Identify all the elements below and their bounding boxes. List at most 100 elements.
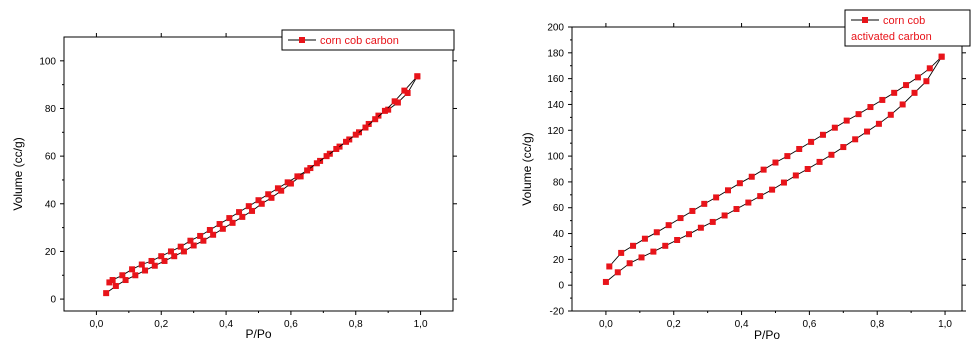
- adsorption-point: [219, 225, 226, 232]
- x-tick-label: 1,0: [414, 319, 428, 330]
- y-tick-label: 100: [547, 152, 564, 163]
- x-tick-label: 0,2: [667, 319, 681, 330]
- y-tick-label: 0: [50, 295, 56, 306]
- adsorption-point: [769, 186, 776, 193]
- y-axis-title: Volume (cc/g): [520, 132, 534, 205]
- x-tick-label: 0,8: [870, 319, 884, 330]
- desorption-point: [226, 215, 233, 222]
- adsorption-point: [132, 272, 139, 279]
- y-tick-label: 80: [45, 104, 57, 115]
- x-tick-label: 0,8: [349, 319, 363, 330]
- legend-label: corn cob carbon: [320, 35, 399, 47]
- desorption-point: [343, 138, 350, 145]
- adsorption-point: [385, 106, 392, 113]
- adsorption-point: [626, 260, 633, 267]
- adsorption-point: [112, 282, 119, 289]
- adsorption-point: [365, 120, 372, 127]
- adsorption-point: [297, 173, 304, 180]
- x-tick-label: 0,0: [89, 319, 103, 330]
- desorption-point: [138, 261, 145, 268]
- desorption-point: [284, 179, 291, 186]
- adsorption-point: [161, 257, 168, 264]
- desorption-point: [914, 74, 921, 81]
- adsorption-point: [674, 237, 681, 243]
- adsorption-point: [733, 206, 740, 213]
- legend-label: activated carbon: [851, 31, 932, 43]
- y-tick-label: 60: [553, 203, 565, 214]
- y-tick-label: 80: [553, 177, 565, 188]
- desorption-point: [867, 104, 874, 111]
- y-tick-label: 200: [547, 23, 564, 34]
- adsorption-point: [686, 231, 692, 238]
- desorption-point: [831, 124, 838, 131]
- desorption-line: [109, 75, 418, 283]
- desorption-point: [677, 215, 684, 222]
- legend-label: corn cob: [883, 15, 925, 27]
- desorption-point: [177, 243, 184, 250]
- desorption-point: [381, 107, 388, 114]
- x-axis: 0,0 0,2 0,4 0,6 0,8 1,0: [89, 33, 428, 330]
- legend: corn cob carbon: [281, 29, 455, 51]
- desorption-point: [808, 138, 815, 145]
- adsorption-point: [804, 166, 811, 172]
- y-tick-label: 140: [547, 100, 564, 111]
- adsorption-point: [210, 231, 217, 238]
- desorption-point: [391, 98, 398, 105]
- y-tick-label: 160: [547, 74, 564, 85]
- desorption-point: [304, 167, 311, 174]
- desorption-point: [414, 73, 421, 80]
- y-tick-label: 0: [558, 281, 564, 292]
- desorption-point: [926, 65, 933, 72]
- adsorption-point: [780, 179, 787, 186]
- desorption-point: [938, 53, 945, 60]
- series-1: [103, 73, 421, 297]
- adsorption-point: [258, 200, 265, 207]
- desorption-point: [372, 116, 379, 123]
- adsorption-point: [200, 237, 207, 244]
- desorption-point: [641, 235, 648, 242]
- adsorption-point: [151, 262, 158, 269]
- desorption-point: [187, 237, 194, 244]
- desorption-point: [158, 253, 165, 260]
- x-axis-title: P/Po: [754, 328, 780, 342]
- y-axis: -20 0 20 40 60 80 100 120 140 160 180 200: [547, 23, 966, 318]
- adsorption-point: [394, 99, 401, 106]
- legend: corn cob activated carbon: [844, 9, 971, 47]
- y-tick-label: 120: [547, 126, 564, 137]
- desorption-point: [313, 160, 320, 167]
- desorption-point: [855, 111, 862, 118]
- adsorption-point: [650, 248, 657, 255]
- x-axis-title: P/Po: [245, 327, 271, 341]
- x-tick-label: 0,6: [284, 319, 298, 330]
- desorption-point: [148, 257, 155, 264]
- desorption-point: [265, 191, 272, 198]
- desorption-point: [352, 131, 359, 138]
- y-tick-label: 180: [547, 48, 564, 59]
- desorption-point: [784, 153, 791, 160]
- desorption-point: [618, 249, 625, 256]
- adsorption-point: [614, 269, 621, 276]
- adsorption-point: [721, 212, 728, 219]
- desorption-point: [206, 226, 213, 233]
- y-tick-label: 60: [45, 152, 57, 163]
- desorption-point: [401, 87, 408, 94]
- y-axis-title: Volume (cc/g): [11, 137, 25, 210]
- desorption-point: [606, 263, 613, 270]
- adsorption-point: [638, 254, 645, 261]
- chart-2: 0,0 0,2 0,4 0,6 0,8 1,0 -20 0 20 40 60 80 100 120 140 1…: [520, 9, 971, 342]
- x-tick-label: 0,6: [802, 319, 816, 330]
- y-tick-label: 20: [553, 255, 565, 266]
- chart-1: 0,0 0,2 0,4 0,6 0,8 1,0 0 20 40 60 80 100 P/Po Volume…: [11, 29, 457, 341]
- desorption-point: [701, 200, 708, 207]
- desorption-point: [879, 96, 886, 103]
- desorption-point: [843, 117, 850, 124]
- desorption-point: [725, 187, 731, 194]
- y-tick-label: 40: [45, 199, 57, 210]
- adsorption-point: [190, 242, 197, 249]
- desorption-point: [333, 145, 340, 152]
- plot-frame: [571, 26, 963, 312]
- desorption-point: [119, 272, 126, 279]
- y-axis: 0 20 40 60 80 100: [39, 56, 457, 306]
- x-tick-label: 0,4: [735, 319, 749, 330]
